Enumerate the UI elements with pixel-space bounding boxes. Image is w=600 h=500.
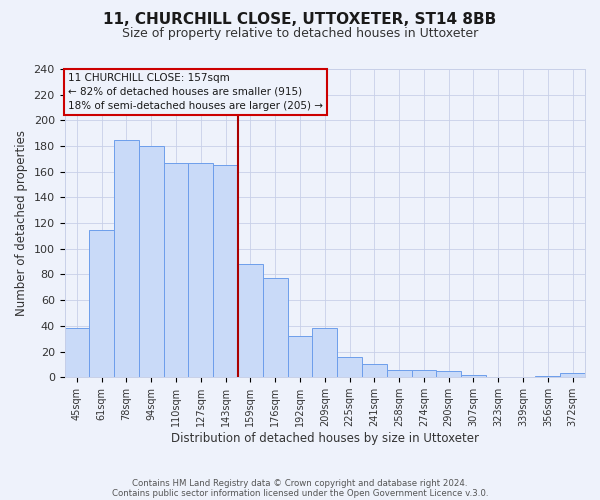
Text: Contains HM Land Registry data © Crown copyright and database right 2024.: Contains HM Land Registry data © Crown c… xyxy=(132,478,468,488)
Bar xyxy=(213,166,238,377)
Text: Size of property relative to detached houses in Uttoxeter: Size of property relative to detached ho… xyxy=(122,28,478,40)
Bar xyxy=(461,374,486,377)
Bar xyxy=(188,163,213,377)
Bar xyxy=(535,376,560,377)
Bar xyxy=(238,264,263,377)
Bar xyxy=(412,370,436,377)
Text: Contains public sector information licensed under the Open Government Licence v.: Contains public sector information licen… xyxy=(112,488,488,498)
Bar xyxy=(560,374,585,377)
Bar xyxy=(139,146,164,377)
Bar xyxy=(387,370,412,377)
Bar xyxy=(337,356,362,377)
Text: 11 CHURCHILL CLOSE: 157sqm
← 82% of detached houses are smaller (915)
18% of sem: 11 CHURCHILL CLOSE: 157sqm ← 82% of deta… xyxy=(68,73,323,111)
Y-axis label: Number of detached properties: Number of detached properties xyxy=(15,130,28,316)
Text: 11, CHURCHILL CLOSE, UTTOXETER, ST14 8BB: 11, CHURCHILL CLOSE, UTTOXETER, ST14 8BB xyxy=(103,12,497,28)
Bar xyxy=(263,278,287,377)
Bar xyxy=(313,328,337,377)
Bar xyxy=(287,336,313,377)
Bar xyxy=(114,140,139,377)
Bar xyxy=(362,364,387,377)
X-axis label: Distribution of detached houses by size in Uttoxeter: Distribution of detached houses by size … xyxy=(171,432,479,445)
Bar xyxy=(164,163,188,377)
Bar xyxy=(89,230,114,377)
Bar xyxy=(65,328,89,377)
Bar xyxy=(436,371,461,377)
